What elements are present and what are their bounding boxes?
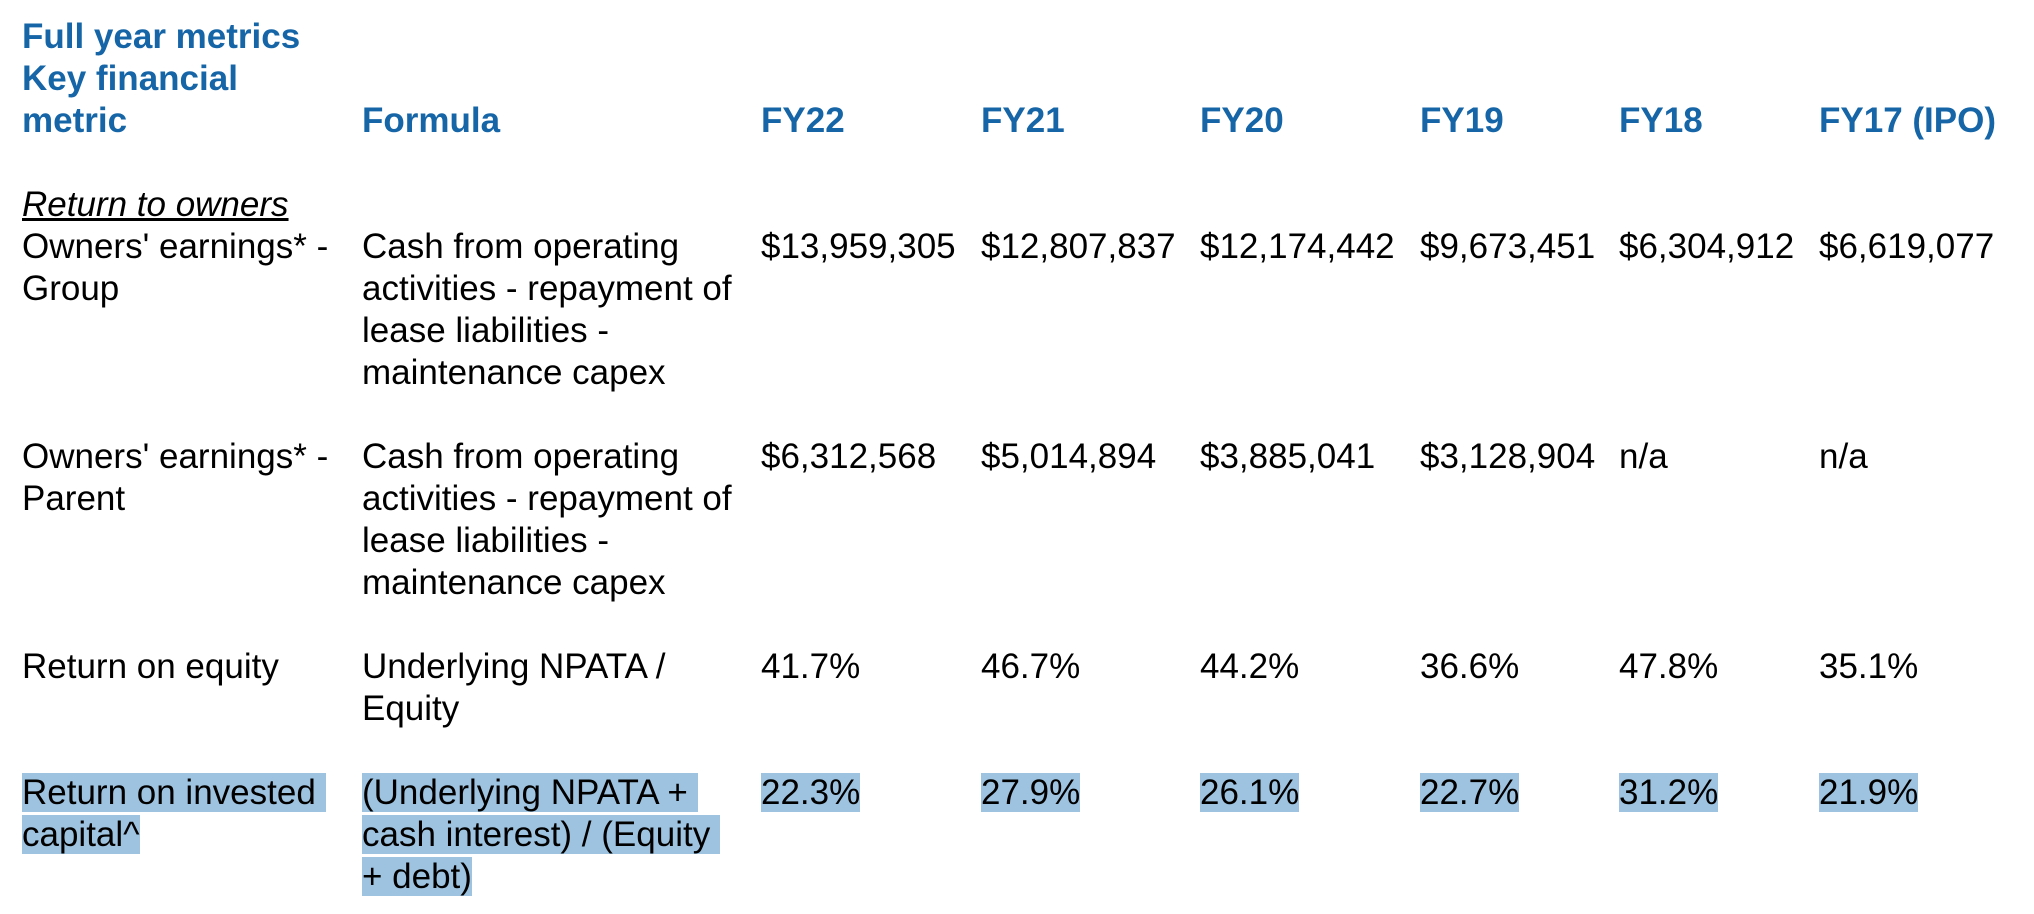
formula-line: Cash from operating [362,227,680,266]
formula-column-header: Formula [362,101,501,140]
value-cell: $13,959,305 [761,227,956,266]
metric-owners-earnings-parent: Owners' earnings* - Parent [22,436,352,520]
formula-line[interactable]: (Underlying NPATA + [362,773,698,812]
formula-line[interactable]: + debt) [362,857,472,896]
value-cell[interactable]: 21.9% [1819,772,1919,814]
value-cell: 41.7% [761,647,861,686]
formula-line: Equity [362,689,460,728]
value-cell[interactable]: 26.1% [1200,772,1300,814]
formula-line: maintenance capex [362,563,666,602]
metric-line[interactable]: capital^ [22,815,140,854]
year-header-fy18: FY18 [1619,101,1703,140]
metric-return-on-equity: Return on equity [22,646,352,688]
metric-column-header: Full year metrics Key financial metric [22,16,352,142]
metric-line: Group [22,269,120,308]
metric-owners-earnings-group: Owners' earnings* - Group [22,226,352,310]
formula-line: lease liabilities - [362,311,610,350]
value-cell: $9,673,451 [1420,227,1596,266]
metric-line: Owners' earnings* - [22,227,329,266]
value-cell: n/a [1819,437,1868,476]
formula-owners-earnings-group: Cash from operating activities - repayme… [362,226,762,394]
value-cell: $3,128,904 [1420,437,1596,476]
value-cell: $6,312,568 [761,437,937,476]
formula-owners-earnings-parent: Cash from operating activities - repayme… [362,436,762,604]
value-cell[interactable]: 22.3% [761,772,861,814]
title-line: metric [22,101,128,140]
value-cell: $3,885,041 [1200,437,1376,476]
year-header-fy17: FY17 (IPO) [1819,101,1996,140]
metric-line: Parent [22,479,126,518]
year-header-fy20: FY20 [1200,101,1284,140]
section-title: Return to owners [22,184,352,226]
value-text[interactable]: 26.1% [1200,773,1300,812]
formula-return-on-equity: Underlying NPATA / Equity [362,646,762,730]
value-cell: 35.1% [1819,647,1919,686]
formula-line: activities - repayment of [362,269,732,308]
title-line: Full year metrics [22,17,301,56]
metric-line[interactable]: Return on invested [22,773,326,812]
value-cell: 46.7% [981,647,1081,686]
formula-return-on-invested-capital[interactable]: (Underlying NPATA + cash interest) / (Eq… [362,772,762,898]
value-cell: $6,619,077 [1819,227,1995,266]
formula-line: Underlying NPATA / [362,647,666,686]
value-cell[interactable]: 27.9% [981,772,1081,814]
value-text[interactable]: 31.2% [1619,773,1719,812]
formula-line: Cash from operating [362,437,680,476]
value-text[interactable]: 22.7% [1420,773,1520,812]
year-header-fy22: FY22 [761,101,845,140]
value-cell: $12,807,837 [981,227,1176,266]
value-text[interactable]: 21.9% [1819,773,1919,812]
value-cell: 44.2% [1200,647,1300,686]
formula-line[interactable]: cash interest) / (Equity [362,815,721,854]
year-header-fy19: FY19 [1420,101,1504,140]
metric-return-on-invested-capital[interactable]: Return on invested capital^ [22,772,352,856]
value-cell: $5,014,894 [981,437,1157,476]
value-text[interactable]: 27.9% [981,773,1081,812]
value-cell[interactable]: 31.2% [1619,772,1719,814]
formula-line: lease liabilities - [362,521,610,560]
value-text[interactable]: 22.3% [761,773,861,812]
value-cell: 47.8% [1619,647,1719,686]
section-title-text: Return to owners [22,185,289,224]
value-cell: $12,174,442 [1200,227,1395,266]
value-cell: $6,304,912 [1619,227,1795,266]
metric-line: Return on equity [22,647,279,686]
metric-line: Owners' earnings* - [22,437,329,476]
value-cell[interactable]: 22.7% [1420,772,1520,814]
value-cell: 36.6% [1420,647,1520,686]
value-cell: n/a [1619,437,1668,476]
formula-line: maintenance capex [362,353,666,392]
title-line: Key financial [22,59,238,98]
year-header-fy21: FY21 [981,101,1065,140]
formula-line: activities - repayment of [362,479,732,518]
